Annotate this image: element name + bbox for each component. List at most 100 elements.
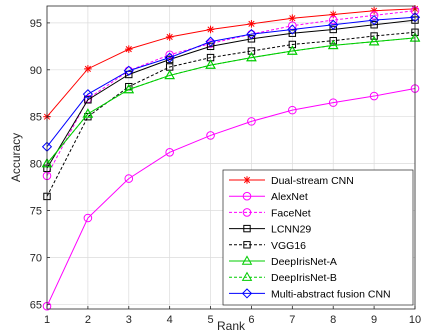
data-point	[82, 108, 94, 118]
x-tick-label: 2	[85, 314, 91, 326]
data-point	[369, 91, 379, 101]
legend-marker	[243, 176, 251, 184]
plot-frame	[46, 5, 416, 310]
star-stroke	[166, 33, 173, 41]
data-point	[288, 105, 297, 115]
legend-label: AlexNet	[271, 191, 308, 203]
data-point	[246, 29, 257, 40]
series-line	[46, 8, 416, 118]
data-point	[370, 6, 378, 15]
legend-marker	[241, 271, 253, 281]
legend-label: Dual-stream CNN	[271, 175, 354, 187]
legend-marker	[241, 255, 253, 265]
legend-label: DeepIrisNet-A	[271, 256, 337, 268]
legend-entry: Multi-abstract fusion CNN	[229, 288, 391, 300]
data-point	[165, 50, 174, 60]
data-point	[288, 14, 297, 22]
data-point	[82, 89, 93, 100]
series-line	[46, 88, 416, 307]
y-tick-label: 85	[30, 112, 42, 124]
series-line	[46, 19, 416, 169]
series-line	[46, 37, 416, 164]
legend-box	[222, 169, 414, 306]
legend-label: VGG16	[271, 240, 306, 252]
series-1	[42, 84, 420, 311]
x-tick-label: 8	[330, 314, 336, 326]
star-stroke	[207, 26, 214, 33]
data-point	[124, 174, 134, 183]
legend-entry: DeepIrisNet-A	[229, 255, 337, 268]
data-point	[123, 65, 134, 76]
y-tick-label: 90	[30, 65, 42, 77]
data-point	[247, 20, 256, 28]
x-tick-label: 10	[409, 314, 421, 326]
data-point	[205, 59, 216, 69]
legend-marker	[242, 208, 252, 217]
legend-entry: Dual-stream CNN	[229, 175, 354, 187]
y-tick-label: 70	[30, 252, 42, 264]
x-axis-label: Rank	[217, 319, 246, 333]
data-point	[165, 33, 174, 41]
data-point	[247, 47, 256, 55]
y-tick-label: 95	[30, 18, 42, 30]
data-point	[84, 65, 92, 73]
star-stroke	[125, 46, 132, 53]
legend-entry: LCNN29	[229, 224, 311, 236]
star-stroke	[243, 176, 251, 184]
data-point	[247, 117, 256, 126]
data-point	[206, 131, 215, 140]
legend-entry: AlexNet	[229, 191, 308, 203]
star-stroke	[371, 7, 378, 14]
data-point	[328, 15, 338, 25]
legend-marker	[243, 224, 251, 233]
x-tick-label: 5	[207, 314, 213, 326]
data-point	[206, 25, 215, 34]
legend-label: DeepIrisNet-B	[271, 272, 337, 284]
x-tick-label: 6	[248, 314, 254, 326]
legend-marker	[241, 288, 253, 299]
data-point	[329, 25, 337, 34]
data-point	[84, 96, 92, 104]
y-tick-label: 65	[30, 299, 42, 311]
data-point	[206, 42, 215, 51]
data-point	[369, 11, 379, 20]
data-point	[288, 40, 297, 49]
data-point	[164, 69, 175, 80]
series-line	[46, 10, 416, 177]
data-point	[287, 45, 298, 55]
data-point	[205, 36, 216, 47]
legend-entry: DeepIrisNet-B	[229, 271, 337, 284]
data-point	[247, 35, 256, 43]
data-point	[123, 83, 135, 94]
x-tick-label: 1	[44, 314, 50, 326]
data-point	[246, 51, 257, 62]
y-tick-label: 75	[30, 206, 42, 218]
data-point	[165, 148, 174, 157]
legend-marker	[242, 191, 252, 201]
data-point	[83, 213, 93, 223]
legend-entry: FaceNet	[229, 207, 311, 219]
data-point	[124, 45, 133, 53]
data-point	[164, 52, 175, 63]
legend: Dual-stream CNN AlexNet FaceNet LCNN29 VGG16…	[222, 169, 414, 306]
y-axis-label: Accuracy	[9, 133, 23, 182]
data-point	[369, 14, 380, 26]
data-point	[328, 98, 338, 107]
legend-entry: VGG16	[229, 240, 306, 252]
x-tick-label: 7	[289, 314, 295, 326]
data-point	[370, 32, 378, 40]
star-stroke	[248, 20, 255, 27]
data-point	[370, 21, 378, 29]
data-point	[368, 36, 380, 46]
y-tick-label: 80	[30, 159, 42, 171]
x-tick-label: 9	[371, 314, 377, 326]
x-tick-label: 3	[126, 314, 132, 326]
star-stroke	[84, 65, 91, 72]
data-point	[288, 29, 297, 37]
legend-label: Multi-abstract fusion CNN	[271, 288, 391, 300]
data-point	[328, 19, 339, 30]
data-point	[287, 24, 298, 35]
legend-marker	[243, 241, 251, 249]
series-7	[41, 12, 421, 152]
